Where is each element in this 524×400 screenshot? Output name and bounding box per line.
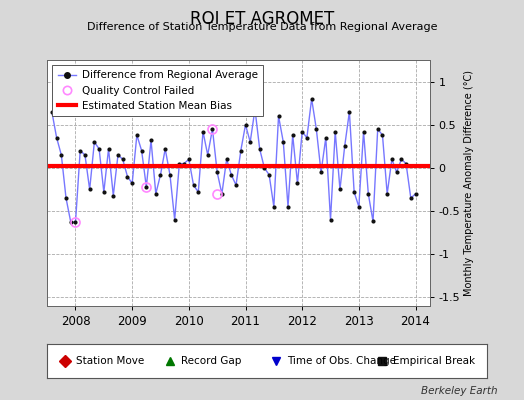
Legend: Difference from Regional Average, Quality Control Failed, Estimated Station Mean: Difference from Regional Average, Qualit… [52,65,263,116]
Y-axis label: Monthly Temperature Anomaly Difference (°C): Monthly Temperature Anomaly Difference (… [464,70,475,296]
Text: Empirical Break: Empirical Break [392,356,475,366]
Text: Berkeley Earth: Berkeley Earth [421,386,498,396]
Text: Difference of Station Temperature Data from Regional Average: Difference of Station Temperature Data f… [87,22,437,32]
Text: Time of Obs. Change: Time of Obs. Change [287,356,396,366]
Text: Record Gap: Record Gap [181,356,242,366]
Text: ROI ET AGROMET: ROI ET AGROMET [190,10,334,28]
Text: Station Move: Station Move [76,356,144,366]
